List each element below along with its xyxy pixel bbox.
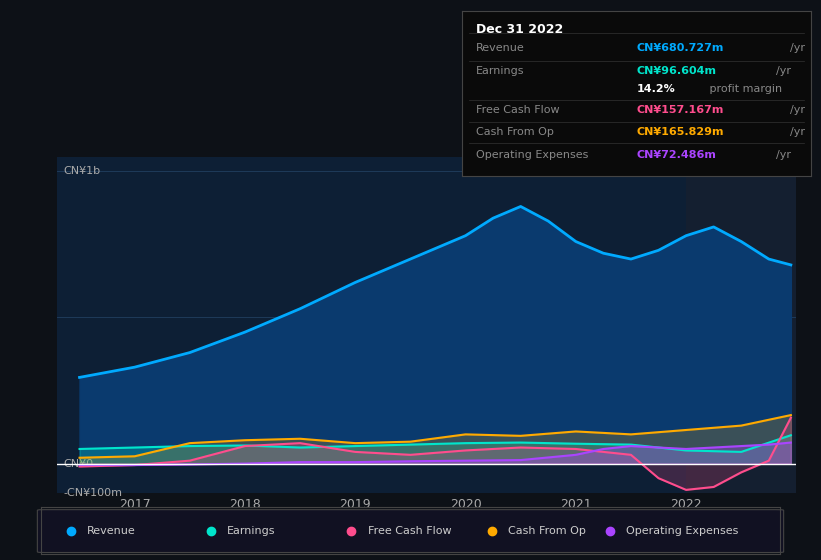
Text: /yr: /yr — [777, 66, 791, 76]
Text: CN¥165.829m: CN¥165.829m — [637, 127, 724, 137]
FancyBboxPatch shape — [38, 510, 784, 553]
Text: Earnings: Earnings — [227, 526, 276, 535]
Text: Free Cash Flow: Free Cash Flow — [368, 526, 452, 535]
Text: Revenue: Revenue — [87, 526, 135, 535]
Text: CN¥0: CN¥0 — [63, 459, 93, 469]
Text: Earnings: Earnings — [476, 66, 525, 76]
Text: CN¥72.486m: CN¥72.486m — [637, 150, 717, 160]
Text: Dec 31 2022: Dec 31 2022 — [476, 23, 563, 36]
Text: Cash From Op: Cash From Op — [476, 127, 554, 137]
Text: /yr: /yr — [790, 43, 805, 53]
Text: 14.2%: 14.2% — [637, 84, 676, 94]
Text: Operating Expenses: Operating Expenses — [476, 150, 589, 160]
Text: profit margin: profit margin — [707, 84, 782, 94]
Text: CN¥96.604m: CN¥96.604m — [637, 66, 717, 76]
Text: Revenue: Revenue — [476, 43, 525, 53]
Text: Operating Expenses: Operating Expenses — [626, 526, 739, 535]
Text: -CN¥100m: -CN¥100m — [63, 488, 122, 498]
Text: /yr: /yr — [777, 150, 791, 160]
Text: /yr: /yr — [790, 105, 805, 115]
Text: /yr: /yr — [790, 127, 805, 137]
Text: CN¥157.167m: CN¥157.167m — [637, 105, 724, 115]
Text: Cash From Op: Cash From Op — [508, 526, 586, 535]
Text: CN¥680.727m: CN¥680.727m — [637, 43, 724, 53]
Text: CN¥1b: CN¥1b — [63, 166, 100, 176]
Text: Free Cash Flow: Free Cash Flow — [476, 105, 560, 115]
Bar — [686, 157, 796, 493]
